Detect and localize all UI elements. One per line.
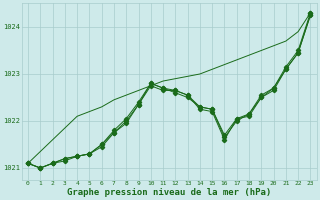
X-axis label: Graphe pression niveau de la mer (hPa): Graphe pression niveau de la mer (hPa) bbox=[67, 188, 271, 197]
